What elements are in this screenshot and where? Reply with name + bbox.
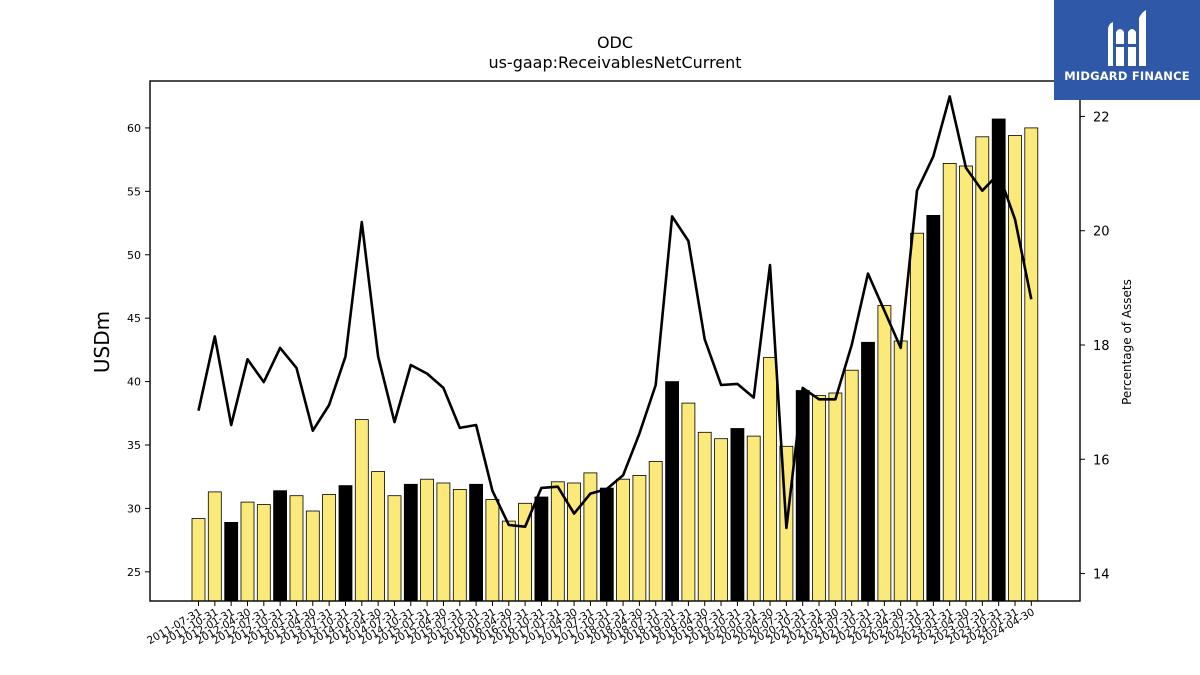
bar	[910, 232, 924, 602]
bar	[616, 478, 630, 602]
bar	[746, 435, 761, 602]
bar	[436, 482, 451, 602]
bar	[959, 165, 973, 602]
bar	[534, 496, 549, 602]
chart-title: ODC	[597, 33, 633, 52]
bar	[191, 518, 206, 602]
bar-series	[191, 118, 1039, 602]
bar	[403, 483, 418, 602]
bar	[828, 392, 843, 602]
bar	[991, 118, 1006, 602]
bar	[240, 501, 255, 602]
bar	[926, 214, 941, 602]
bar	[844, 369, 859, 602]
y-tick-label: 35	[127, 439, 141, 452]
y2-tick-label: 20	[1093, 225, 1110, 240]
bar	[681, 402, 696, 602]
bar	[697, 431, 712, 602]
y2-tick-label: 14	[1093, 568, 1110, 583]
axes: 253035404550556014161820222011-07-312011…	[127, 80, 1110, 647]
y-tick-label: 30	[127, 502, 141, 515]
percentage-line	[197, 95, 1033, 530]
chart-subtitle: us-gaap:ReceivablesNetCurrent	[488, 53, 741, 72]
y-tick-label: 40	[127, 376, 141, 389]
bar	[861, 341, 875, 602]
bar	[224, 522, 239, 602]
bar	[322, 494, 337, 602]
y-tick-label: 50	[127, 249, 141, 262]
bar	[469, 483, 484, 602]
brand-logo: MIDGARD FINANCE	[1054, 0, 1200, 100]
y-tick-label: 25	[127, 566, 141, 579]
y2-tick-label: 22	[1093, 110, 1110, 125]
bar	[730, 428, 745, 602]
bar	[501, 520, 516, 602]
bar	[273, 490, 288, 602]
bar	[648, 461, 663, 602]
line-series	[197, 95, 1033, 530]
bar	[567, 482, 581, 602]
y2-tick-label: 18	[1093, 339, 1110, 354]
bar	[942, 162, 957, 602]
y-axis-left-label: USDm	[90, 311, 114, 373]
bar	[714, 438, 728, 602]
brand-name: MIDGARD FINANCE	[1064, 69, 1190, 83]
bar	[893, 340, 908, 602]
bar	[452, 488, 467, 602]
y-axis-right-label: Percentage of Assets	[1120, 279, 1134, 405]
y2-tick-label: 16	[1093, 453, 1110, 468]
bar	[632, 474, 647, 602]
bar	[812, 395, 826, 602]
bar	[371, 471, 386, 602]
bar	[485, 499, 500, 602]
bar	[665, 381, 679, 602]
bar	[877, 305, 892, 602]
bar	[975, 136, 990, 602]
y-tick-label: 60	[127, 122, 141, 135]
y-tick-label: 55	[127, 185, 141, 198]
midgard-logo-icon	[1108, 10, 1146, 66]
bar	[420, 478, 435, 602]
bar	[256, 504, 271, 602]
plot-frame	[149, 80, 1081, 602]
y-tick-label: 45	[127, 312, 141, 325]
bar	[387, 495, 402, 602]
bar	[289, 495, 304, 602]
bar	[305, 510, 320, 602]
bar	[207, 491, 222, 602]
bar	[550, 481, 565, 602]
bar	[599, 487, 614, 602]
bar	[1024, 127, 1039, 602]
bar	[763, 357, 777, 602]
bar	[354, 419, 369, 602]
bar	[338, 485, 353, 602]
